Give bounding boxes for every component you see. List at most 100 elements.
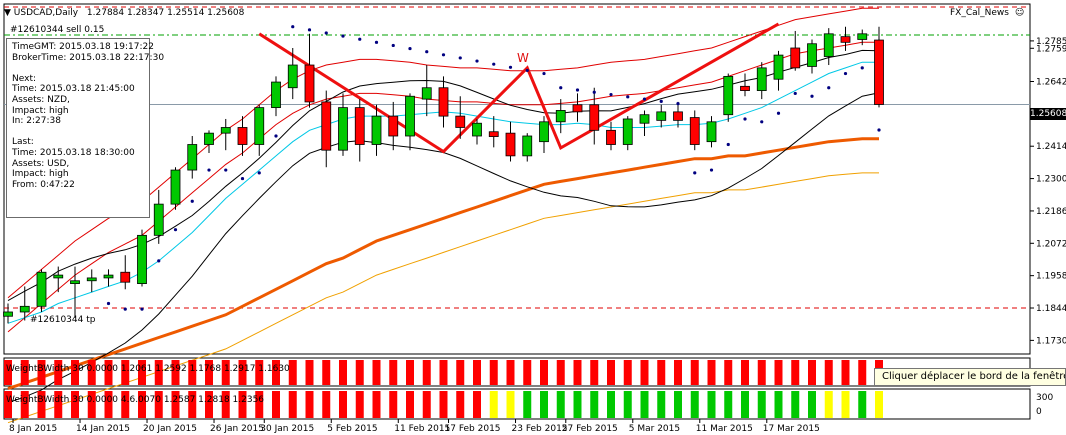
sub2-bar	[355, 391, 364, 418]
sub2-bar	[71, 391, 79, 418]
sar-dot	[508, 65, 513, 69]
sar-dot	[425, 50, 429, 54]
sar-dot	[475, 59, 479, 63]
sar-dot	[860, 66, 864, 70]
sub2-bar	[406, 391, 414, 418]
sar-dot	[575, 88, 580, 92]
sub2-bar	[824, 391, 833, 418]
sub2-bar	[238, 391, 247, 418]
sub1-bar	[154, 360, 163, 385]
candle	[455, 96, 466, 139]
candle	[807, 39, 817, 74]
candle	[354, 99, 365, 162]
bear-candle-body	[120, 271, 131, 283]
sub1-bar	[272, 360, 280, 385]
bull-candle-body	[522, 135, 533, 157]
x-tick-label: 26 Jan 2015	[210, 424, 264, 434]
bear-candle-body	[505, 132, 516, 157]
sar-dot	[743, 117, 747, 121]
candle	[622, 116, 633, 151]
sar-dot	[190, 199, 194, 203]
bear-candle-body	[673, 111, 683, 121]
sub2-bar	[607, 391, 615, 418]
bull-candle-body	[823, 33, 834, 57]
sub1-bar	[674, 360, 682, 385]
sub1-bar	[205, 360, 213, 385]
candle	[438, 76, 449, 128]
sar-dot	[642, 97, 647, 101]
sar-dot	[626, 95, 630, 99]
sub1-bar	[791, 360, 800, 385]
candle	[271, 76, 281, 117]
bear-candle-body	[237, 127, 248, 145]
info-line: Assets: NZD,	[12, 94, 70, 105]
sub1-bar	[724, 360, 733, 385]
sub2-bar	[322, 391, 331, 418]
sar-dot	[157, 259, 161, 263]
sub1-bar	[372, 360, 381, 385]
x-tick-label: 14 Jan 2015	[76, 424, 130, 434]
info-line: Time: 2015.03.18 21:45:00	[12, 84, 135, 95]
sub2-bar	[422, 391, 431, 418]
info-line	[12, 63, 144, 74]
x-tick-label: 8 Jan 2015	[9, 424, 57, 434]
sar-dot	[441, 53, 446, 57]
bull-candle-body	[70, 280, 80, 285]
sub2-bar	[205, 391, 213, 418]
parabolic-sar-dots	[106, 25, 881, 311]
sub1-bar	[523, 360, 532, 385]
dropdown-triangle-icon[interactable]: ▼	[4, 8, 11, 18]
sub2-bar	[540, 391, 548, 418]
ohlc-values: 1.27884 1.28347 1.25514 1.25608	[86, 8, 245, 18]
sar-dot	[224, 168, 228, 172]
smiley-icon[interactable]: ☺	[1014, 8, 1025, 18]
bull-candle-body	[254, 107, 265, 145]
header-bar: ▼ USDCAD,Daily 1.27884 1.28347 1.25514 1…	[4, 8, 244, 18]
symbol-timeframe: USDCAD,Daily	[13, 8, 79, 18]
sub2-bar	[489, 391, 498, 418]
indicator-name-label: FX_Cal_News	[950, 8, 1009, 18]
sub1-bar	[489, 360, 498, 385]
sub2-bar	[138, 391, 146, 418]
candle	[472, 118, 482, 145]
sub2-bar	[657, 391, 666, 418]
sub2-bar	[171, 391, 180, 418]
y-tick-label: 1.27850	[1036, 37, 1066, 47]
sub1-bar	[221, 360, 230, 385]
sub1-bar	[707, 360, 716, 385]
subwindow2-label: WeightBWidth 30 0.0000 4.6.0070 1.2587 1…	[6, 395, 264, 405]
candle	[405, 93, 415, 151]
sar-dot	[240, 176, 245, 181]
candle	[823, 28, 834, 66]
order-label[interactable]: #12610344 sell 0.15	[10, 25, 105, 35]
bear-candle-body	[689, 117, 700, 145]
sub1-bar	[657, 360, 666, 385]
sub2-bar	[808, 391, 816, 418]
sub1-bar	[556, 360, 565, 385]
bear-candle-body	[589, 104, 600, 131]
info-line: Impact: high	[12, 169, 69, 180]
sub2-bar	[87, 391, 96, 418]
sub1-bar	[757, 360, 766, 385]
bull-candle-body	[756, 67, 767, 91]
bull-candle-body	[187, 144, 198, 171]
candle	[120, 255, 131, 290]
candle	[103, 269, 114, 287]
sub2-bar	[37, 391, 46, 418]
sub1-bar	[121, 360, 130, 385]
bull-candle-body	[271, 81, 281, 109]
bull-candle-body	[53, 274, 64, 279]
sub2-bar	[573, 391, 582, 418]
sub2-bar	[724, 391, 733, 418]
sub1-bar	[288, 360, 297, 385]
sub2-bar	[154, 391, 163, 418]
info-line: Next:	[12, 73, 36, 84]
sub2-bar	[288, 391, 297, 418]
sub2-bar	[623, 391, 632, 418]
bull-candle-body	[622, 118, 633, 145]
bear-candle-body	[455, 115, 466, 128]
sub2-bar	[875, 391, 883, 418]
price-axis[interactable]: 1.278501.275901.264201.252801.241401.230…	[1030, 37, 1066, 346]
sar-dot	[525, 68, 529, 73]
